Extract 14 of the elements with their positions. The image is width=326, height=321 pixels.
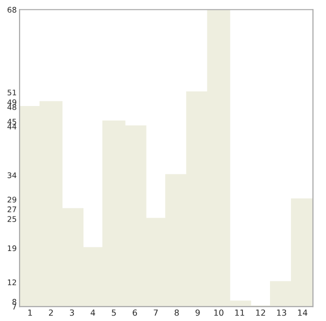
x-tick-label: 11 bbox=[235, 310, 244, 316]
x-tick-label: 7 bbox=[154, 310, 158, 316]
x-tick-label: 4 bbox=[90, 310, 96, 316]
x-tick-label: 6 bbox=[132, 309, 137, 316]
x-tick-label: 8 bbox=[174, 309, 179, 316]
x-tick-label: 5 bbox=[112, 310, 116, 316]
x-tick-label: 2 bbox=[48, 309, 53, 316]
x-tick-label: 13 bbox=[277, 309, 286, 316]
x-tick-label: 3 bbox=[70, 309, 74, 316]
x-tick-label: 1 bbox=[28, 310, 32, 316]
x-tick-label: 12 bbox=[256, 309, 266, 316]
x-tick-label: 10 bbox=[214, 309, 224, 316]
x-tick-label: 14 bbox=[298, 310, 308, 316]
x-tick-label: 9 bbox=[196, 309, 200, 316]
